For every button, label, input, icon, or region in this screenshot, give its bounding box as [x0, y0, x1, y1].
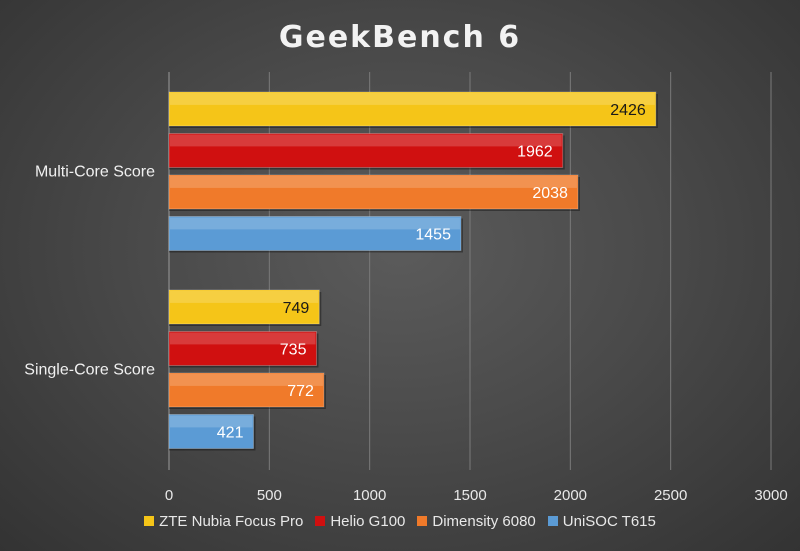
bar-highlight — [170, 332, 316, 345]
legend-item: UniSOC T615 — [547, 513, 656, 530]
data-label: 421 — [217, 425, 244, 442]
data-label: 1962 — [517, 144, 553, 161]
category-label: Single-Core Score — [24, 361, 155, 378]
bar — [168, 331, 317, 366]
bar — [168, 372, 325, 408]
legend-label: ZTE Nubia Focus Pro — [159, 513, 304, 530]
x-tick-label: 0 — [165, 487, 173, 504]
x-tick-label: 2500 — [654, 487, 687, 504]
data-label: 735 — [280, 342, 307, 359]
legend-swatch — [144, 516, 155, 526]
bar-highlight — [170, 217, 460, 230]
legend-item: ZTE Nubia Focus Pro — [144, 513, 303, 530]
x-tick-label: 2000 — [554, 487, 587, 504]
legend-swatch — [417, 516, 428, 526]
bar-highlight — [170, 93, 655, 105]
x-tick-label: 3000 — [754, 487, 787, 504]
bar-highlight — [170, 134, 562, 147]
legend-label: UniSOC T615 — [562, 513, 656, 530]
bar-highlight — [170, 374, 323, 386]
legend-item: Helio G100 — [315, 513, 405, 530]
legend-label: Dimensity 6080 — [432, 513, 536, 530]
bar — [168, 414, 254, 449]
chart-title: GeekBench 6 — [278, 20, 522, 55]
bar-highlight — [170, 415, 253, 428]
bar-highlight — [170, 176, 577, 188]
legend-item: Dimensity 6080 — [417, 513, 536, 530]
legend-swatch — [547, 516, 558, 526]
data-label: 2038 — [532, 185, 568, 202]
bar — [168, 216, 462, 251]
legend-label: Helio G100 — [330, 513, 406, 530]
x-tick-label: 500 — [257, 487, 282, 504]
bar — [168, 289, 320, 325]
bar — [168, 91, 657, 127]
x-tick-label: 1500 — [453, 487, 486, 504]
x-tick-label: 1000 — [353, 487, 386, 504]
chart-legend: ZTE Nubia Focus Pro Helio G100 Dimensity 6… — [0, 513, 800, 530]
bar — [168, 174, 579, 210]
category-label: Multi-Core Score — [35, 163, 155, 180]
data-label: 2426 — [610, 102, 646, 119]
bar-highlight — [170, 291, 319, 303]
legend-swatch — [315, 516, 326, 526]
data-label: 772 — [287, 383, 314, 400]
data-label: 1455 — [415, 227, 451, 244]
bar — [168, 133, 564, 168]
data-label: 749 — [283, 300, 310, 317]
